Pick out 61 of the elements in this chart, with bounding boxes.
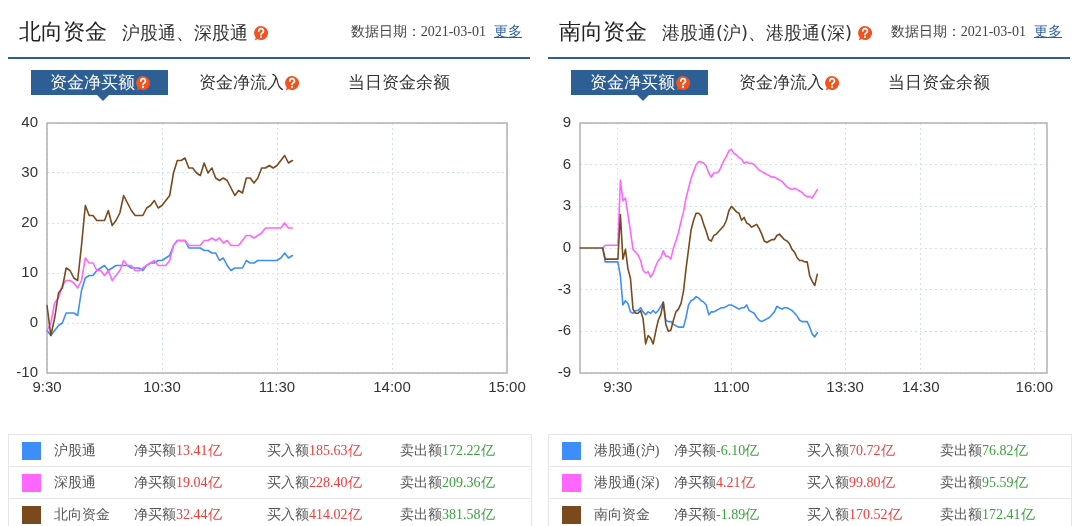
text: 资金净流入 bbox=[199, 72, 284, 94]
text: 当日资金余额 bbox=[348, 72, 450, 94]
y-tick-label: 30 bbox=[21, 163, 38, 181]
text: 买入额170.52亿 bbox=[807, 507, 902, 522]
chart-title: 北向资金 bbox=[19, 19, 107, 45]
text: 卖出额172.41亿 bbox=[940, 507, 1035, 522]
x-tick-label: 9:30 bbox=[32, 378, 62, 396]
x-tick-label: 10:30 bbox=[143, 378, 181, 396]
legend-label: 港股通(深) bbox=[594, 474, 660, 492]
chart-subtitle: 沪股通、深股通 bbox=[122, 22, 248, 44]
chart-subtitle: 港股通(沪)、港股通(深) bbox=[662, 22, 853, 44]
text: 净买额32.44亿 bbox=[134, 507, 222, 522]
text: 净买额-1.89亿 bbox=[674, 507, 760, 522]
tab: 资金净买额 bbox=[571, 70, 708, 95]
y-tick-label: 40 bbox=[21, 113, 38, 131]
y-tick-label: 10 bbox=[21, 263, 38, 281]
text: 卖出额76.82亿 bbox=[940, 443, 1028, 458]
text: 当日资金余额 bbox=[888, 72, 990, 94]
text: 净买额19.04亿 bbox=[134, 475, 222, 490]
y-tick-label: -10 bbox=[16, 363, 38, 381]
text: 买入额414.02亿 bbox=[267, 507, 362, 522]
y-tick-label: 0 bbox=[562, 238, 571, 256]
text: 卖出额95.59亿 bbox=[940, 475, 1028, 490]
legend-label: 港股通(沪) bbox=[594, 442, 660, 460]
text: 卖出额172.22亿 bbox=[400, 443, 495, 458]
text: 卖出额381.58亿 bbox=[400, 507, 495, 522]
x-tick-label: 16:00 bbox=[1015, 378, 1054, 396]
legend-label: 深股通 bbox=[54, 474, 96, 492]
x-tick-label: 11:30 bbox=[258, 378, 296, 396]
text: 买入额99.80亿 bbox=[807, 475, 895, 490]
text: 买入额228.40亿 bbox=[267, 475, 362, 490]
legend-label: 北向资金 bbox=[54, 506, 110, 524]
tab: 资金净买额 bbox=[31, 70, 168, 95]
text: 净买额4.21亿 bbox=[674, 475, 755, 490]
y-tick-label: -9 bbox=[557, 363, 571, 381]
x-tick-label: 14:30 bbox=[902, 378, 940, 396]
y-tick-label: 20 bbox=[21, 213, 38, 231]
text: 数据日期：2021-03-01 bbox=[890, 23, 1026, 41]
text: 更多 bbox=[1034, 23, 1062, 41]
chart-title: 南向资金 bbox=[559, 19, 647, 45]
x-tick-label: 14:00 bbox=[373, 378, 411, 396]
text: 资金净流入 bbox=[739, 72, 824, 94]
text: 买入额70.72亿 bbox=[807, 443, 895, 458]
y-tick-label: 9 bbox=[562, 113, 571, 131]
y-tick-label: -3 bbox=[557, 279, 571, 297]
x-tick-label: 9:30 bbox=[603, 378, 633, 396]
text: 数据日期：2021-03-01 bbox=[350, 23, 486, 41]
text: 买入额185.63亿 bbox=[267, 443, 362, 458]
x-tick-label: 11:00 bbox=[713, 378, 750, 396]
text: 净买额13.41亿 bbox=[134, 443, 222, 458]
y-tick-label: 0 bbox=[29, 313, 38, 331]
legend-label: 沪股通 bbox=[54, 442, 96, 460]
x-tick-label: 15:00 bbox=[488, 378, 526, 396]
text: 净买额-6.10亿 bbox=[674, 443, 760, 458]
x-tick-label: 13:30 bbox=[826, 378, 864, 396]
y-tick-label: 6 bbox=[562, 154, 571, 172]
y-tick-label: 3 bbox=[562, 196, 571, 214]
text: 更多 bbox=[494, 23, 522, 41]
legend-label: 南向资金 bbox=[594, 506, 650, 524]
y-tick-label: -6 bbox=[557, 321, 571, 339]
text: 卖出额209.36亿 bbox=[400, 475, 495, 490]
